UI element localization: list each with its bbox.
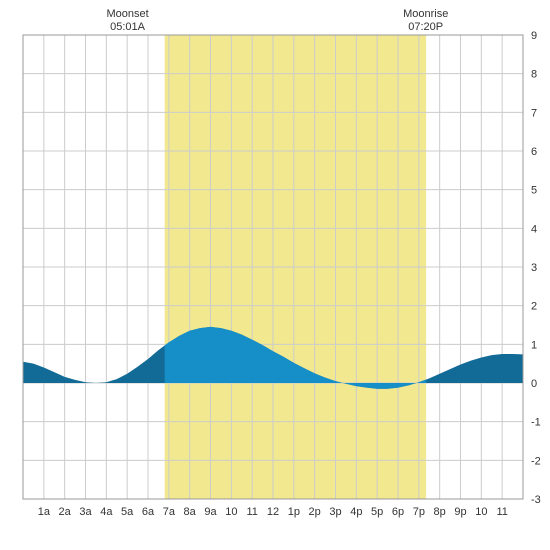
x-tick-label: 4a (100, 506, 113, 518)
y-tick-label: 6 (531, 146, 537, 158)
chart-svg: 1a2a3a4a5a6a7a8a9a1011121p2p3p4p5p6p7p8p… (5, 5, 545, 545)
x-tick-label: 11 (246, 506, 257, 518)
x-tick-label: 11 (496, 506, 507, 518)
x-tick-label: 6p (392, 506, 404, 518)
y-tick-label: -1 (531, 417, 541, 429)
x-tick-label: 10 (475, 506, 487, 518)
moonrise-title: Moonrise (403, 8, 448, 20)
x-tick-label: 8p (434, 506, 446, 518)
y-tick-label: 7 (531, 107, 537, 119)
x-tick-label: 3a (79, 506, 92, 518)
moonrise-time: 07:20P (408, 21, 443, 33)
x-tick-label: 6a (142, 506, 155, 518)
x-tick-label: 7a (163, 506, 176, 518)
x-tick-label: 9p (454, 506, 466, 518)
tide-chart: 1a2a3a4a5a6a7a8a9a1011121p2p3p4p5p6p7p8p… (5, 5, 545, 545)
x-tick-label: 4p (350, 506, 362, 518)
x-tick-label: 2a (59, 506, 72, 518)
x-tick-label: 5p (371, 506, 383, 518)
y-tick-label: 9 (531, 30, 537, 42)
y-tick-label: 4 (531, 223, 537, 235)
y-tick-label: -2 (531, 455, 541, 467)
x-tick-label: 9a (204, 506, 217, 518)
x-tick-label: 7p (413, 506, 425, 518)
y-tick-label: -3 (531, 494, 541, 506)
x-tick-label: 1a (38, 506, 51, 518)
y-tick-label: 2 (531, 301, 537, 313)
moonset-time: 05:01A (110, 21, 146, 33)
x-tick-label: 1p (288, 506, 300, 518)
y-tick-label: 0 (531, 378, 537, 390)
x-tick-label: 12 (267, 506, 279, 518)
x-tick-label: 2p (309, 506, 321, 518)
x-tick-label: 10 (225, 506, 237, 518)
moonset-title: Moonset (106, 8, 148, 20)
y-tick-label: 3 (531, 262, 537, 274)
x-tick-label: 5a (121, 506, 134, 518)
y-tick-label: 1 (531, 339, 537, 351)
y-tick-label: 5 (531, 185, 537, 197)
x-tick-label: 8a (184, 506, 197, 518)
x-tick-label: 3p (329, 506, 341, 518)
y-tick-label: 8 (531, 69, 537, 81)
